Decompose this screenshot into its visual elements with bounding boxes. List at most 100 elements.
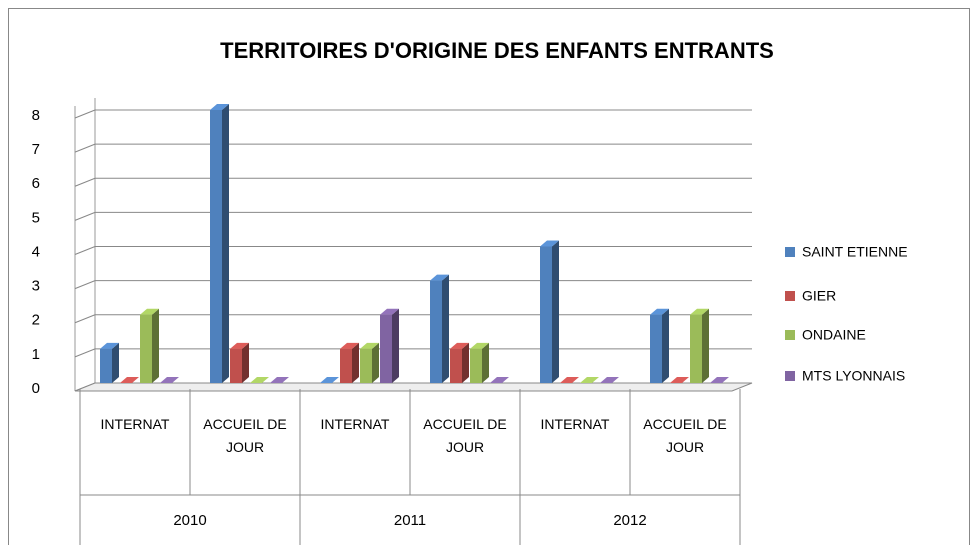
bar-side — [662, 308, 669, 383]
group-label: 2012 — [613, 512, 646, 529]
bar-front — [540, 246, 552, 383]
bar — [230, 342, 249, 383]
bar — [140, 308, 159, 383]
bar-front — [360, 348, 372, 383]
legend-swatch — [785, 247, 795, 257]
bar-top — [430, 274, 449, 281]
bar — [270, 377, 289, 383]
bar-front — [430, 280, 442, 383]
chart-border — [8, 8, 970, 545]
bar — [120, 377, 139, 383]
grid-line-side — [74, 211, 96, 221]
bar-top — [100, 342, 119, 349]
y-tick-label: 0 — [32, 380, 40, 397]
legend-swatch — [785, 330, 795, 340]
bar — [360, 342, 379, 383]
bar-top — [450, 342, 469, 349]
legend-swatch — [785, 371, 795, 381]
bar-side — [242, 342, 249, 383]
bar-side — [152, 308, 159, 383]
floor — [74, 382, 753, 392]
chart-title: TERRITOIRES D'ORIGINE DES ENFANTS ENTRAN… — [220, 38, 774, 63]
bar — [100, 342, 119, 383]
bar-top — [600, 377, 619, 383]
x-tick-label: ACCUEIL DE JOUR — [203, 416, 287, 455]
bar-side — [392, 308, 399, 383]
bar-top — [160, 377, 179, 383]
bar — [160, 377, 179, 383]
bar — [650, 308, 669, 383]
bar-side — [372, 342, 379, 383]
x-tick-label: ACCUEIL DE JOUR — [423, 416, 507, 455]
y-tick-label: 1 — [32, 346, 40, 363]
bar-top — [210, 104, 229, 110]
bar-front — [210, 110, 222, 383]
bar-top — [320, 377, 339, 383]
bar-front — [230, 348, 242, 383]
grid-line-side — [74, 348, 96, 358]
y-tick-label: 6 — [32, 175, 40, 192]
bar-top — [560, 377, 579, 383]
bar-top — [270, 377, 289, 383]
legend-label: MTS LYONNAIS — [802, 368, 905, 384]
bar-side — [222, 104, 229, 383]
bar-top — [360, 342, 379, 349]
bar-side — [552, 240, 559, 383]
grid-line-side — [74, 246, 96, 255]
bar-front — [450, 348, 462, 383]
bar — [320, 377, 339, 383]
bar — [580, 377, 599, 383]
bar-top — [710, 377, 729, 383]
bar-side — [702, 308, 709, 383]
bar — [540, 240, 559, 383]
y-tick-label: 4 — [32, 243, 40, 260]
bar — [250, 377, 269, 383]
bar-front — [650, 314, 662, 383]
grid-line-side — [74, 280, 96, 290]
legend-swatch — [785, 291, 795, 301]
bar — [600, 377, 619, 383]
legend-label: SAINT ETIENNE — [802, 244, 908, 260]
bar-top — [670, 377, 689, 383]
grid-line-side — [74, 143, 96, 153]
bar — [490, 377, 509, 383]
bar — [340, 342, 359, 383]
bar-top — [140, 308, 159, 315]
bar-front — [690, 314, 702, 383]
bar — [710, 377, 729, 383]
bar-front — [100, 348, 112, 383]
group-label: 2010 — [173, 512, 206, 529]
grid-line-side — [74, 109, 96, 119]
bar-top — [580, 377, 599, 383]
bar — [470, 342, 489, 383]
bar — [560, 377, 579, 383]
bar — [430, 274, 449, 383]
x-tick-label: INTERNAT — [320, 416, 390, 432]
bar-front — [340, 348, 352, 383]
bar — [690, 308, 709, 383]
bar — [670, 377, 689, 383]
bar — [450, 342, 469, 383]
x-tick-label: ACCUEIL DE JOUR — [643, 416, 727, 455]
bar-top — [230, 342, 249, 349]
x-tick-label: INTERNAT — [540, 416, 610, 432]
y-tick-label: 3 — [32, 278, 40, 295]
y-tick-label: 7 — [32, 141, 40, 158]
bar-top — [540, 240, 559, 247]
bar-top — [650, 308, 669, 315]
bar-front — [140, 314, 152, 383]
bar-front — [380, 314, 392, 383]
bar — [210, 104, 229, 383]
bar-top — [250, 377, 269, 383]
bar — [380, 308, 399, 383]
x-tick-label: INTERNAT — [100, 416, 170, 432]
bar-top — [120, 377, 139, 383]
bar-side — [442, 274, 449, 383]
grid-line-side — [74, 177, 96, 187]
legend-label: GIER — [802, 288, 836, 304]
bar-front — [470, 348, 482, 383]
group-label: 2011 — [394, 512, 426, 529]
y-tick-label: 2 — [32, 312, 40, 329]
bar-side — [112, 342, 119, 383]
